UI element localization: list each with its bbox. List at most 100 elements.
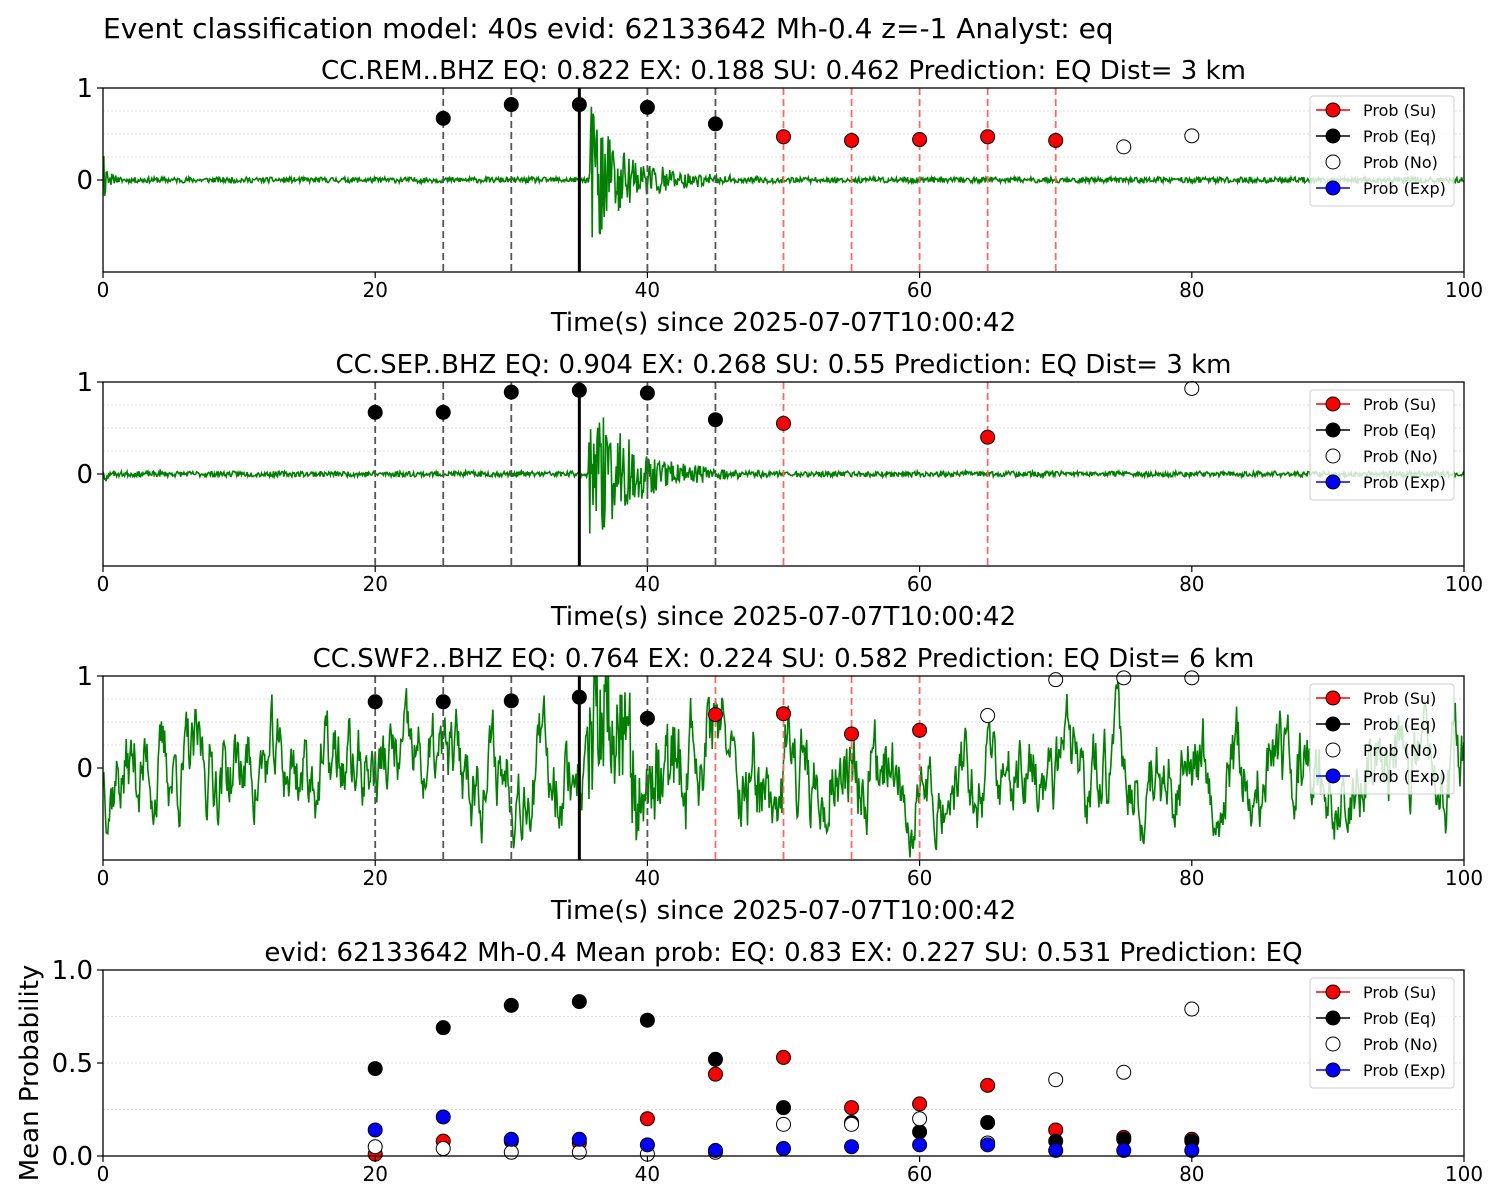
point-prob-no- <box>1184 380 1200 396</box>
x-tick-label: 60 <box>907 1162 932 1186</box>
point-prob-exp- <box>1048 1142 1064 1158</box>
x-tick-label: 80 <box>1179 866 1204 890</box>
legend-marker <box>1325 448 1341 464</box>
legend-label: Prob (Eq) <box>1363 127 1436 146</box>
legend-box <box>1309 977 1455 1089</box>
x-tick-label: 20 <box>362 1162 387 1186</box>
panel-title: CC.REM..BHZ EQ: 0.822 EX: 0.188 SU: 0.46… <box>321 56 1246 86</box>
point-prob-su- <box>776 129 791 145</box>
point-prob-exp- <box>776 1141 791 1157</box>
x-tick-label: 20 <box>362 278 387 302</box>
legend-marker <box>1325 716 1341 732</box>
x-axis-label: Time(s) since 2025-07-07T10:00:42 <box>550 896 1016 926</box>
point-prob-su- <box>639 1111 655 1127</box>
legend-marker <box>1325 102 1341 118</box>
legend-marker <box>1325 128 1341 144</box>
x-tick-label: 40 <box>635 1162 660 1186</box>
point-prob-no- <box>1048 1072 1064 1088</box>
legend-marker <box>1325 474 1341 490</box>
panel-title: CC.SEP..BHZ EQ: 0.904 EX: 0.268 SU: 0.55… <box>336 350 1232 380</box>
point-prob-exp- <box>980 1137 996 1153</box>
point-prob-exp- <box>571 1131 587 1147</box>
x-tick-label: 100 <box>1445 1162 1483 1186</box>
point-prob-no- <box>1184 670 1200 686</box>
point-prob-no- <box>912 1111 928 1127</box>
x-tick-label: 0 <box>97 278 110 302</box>
legend-marker <box>1325 422 1341 438</box>
point-prob-su- <box>980 429 996 445</box>
legend-label: Prob (Exp) <box>1363 767 1446 786</box>
point-prob-eq- <box>435 1020 451 1036</box>
legend-label: Prob (Eq) <box>1363 715 1436 734</box>
point-prob-su- <box>776 1049 791 1065</box>
x-tick-label: 100 <box>1445 866 1483 890</box>
legend-marker <box>1325 690 1341 706</box>
x-tick-label: 0 <box>97 1162 110 1186</box>
point-prob-eq- <box>639 385 655 401</box>
point-prob-eq- <box>503 693 519 709</box>
legend-marker <box>1325 154 1341 170</box>
x-tick-label: 40 <box>635 278 660 302</box>
y-tick-label: 1 <box>76 662 93 692</box>
point-prob-no- <box>776 1116 791 1132</box>
legend-label: Prob (Exp) <box>1363 473 1446 492</box>
point-prob-su- <box>844 132 860 148</box>
x-tick-label: 0 <box>97 572 110 596</box>
point-prob-eq- <box>912 1124 928 1140</box>
y-tick-label: 1.0 <box>52 956 93 986</box>
legend-box <box>1309 683 1455 795</box>
point-prob-exp- <box>435 1109 451 1125</box>
x-tick-label: 100 <box>1445 278 1483 302</box>
legend-marker <box>1325 984 1341 1000</box>
point-prob-eq- <box>571 382 587 398</box>
x-axis-label: Time(s) since 2025-07-07T10:00:42 <box>550 602 1016 632</box>
point-prob-no- <box>1184 128 1200 144</box>
point-prob-no- <box>571 1144 587 1160</box>
legend-label: Prob (Su) <box>1363 395 1436 414</box>
legend-marker <box>1325 1010 1341 1026</box>
legend-label: Prob (No) <box>1363 1035 1438 1054</box>
y-tick-label: 0.5 <box>52 1049 93 1079</box>
point-prob-eq- <box>776 1100 791 1116</box>
point-prob-su- <box>776 706 791 722</box>
point-prob-eq- <box>435 694 451 710</box>
point-prob-eq- <box>707 116 723 132</box>
x-tick-label: 40 <box>635 866 660 890</box>
x-tick-label: 80 <box>1179 572 1204 596</box>
point-prob-eq- <box>980 1115 996 1131</box>
point-prob-eq- <box>639 99 655 115</box>
legend-label: Prob (Eq) <box>1363 421 1436 440</box>
point-prob-su- <box>912 132 928 148</box>
x-tick-label: 80 <box>1179 278 1204 302</box>
panel-title: CC.SWF2..BHZ EQ: 0.764 EX: 0.224 SU: 0.5… <box>313 644 1255 674</box>
point-prob-eq- <box>571 689 587 705</box>
point-prob-no- <box>980 708 996 724</box>
panel-1 <box>97 87 1465 278</box>
point-prob-su- <box>980 129 996 145</box>
legend-marker <box>1325 396 1341 412</box>
legend-marker <box>1325 768 1341 784</box>
point-prob-eq- <box>367 1061 383 1077</box>
legend-label: Prob (No) <box>1363 153 1438 172</box>
point-prob-eq- <box>571 994 587 1010</box>
point-prob-exp- <box>1116 1142 1132 1158</box>
point-prob-eq- <box>435 110 451 126</box>
y-tick-label: 0 <box>76 754 93 784</box>
point-prob-su- <box>776 415 791 431</box>
legend-label: Prob (Exp) <box>1363 1061 1446 1080</box>
point-prob-exp- <box>639 1137 655 1153</box>
point-prob-eq- <box>639 710 655 726</box>
x-tick-label: 60 <box>907 572 932 596</box>
point-prob-no- <box>503 1144 519 1160</box>
point-prob-exp- <box>707 1142 723 1158</box>
point-prob-eq- <box>435 404 451 420</box>
panel-title: evid: 62133642 Mh-0.4 Mean prob: EQ: 0.8… <box>264 938 1302 968</box>
panel-4 <box>97 969 1465 1162</box>
point-prob-su- <box>707 1066 723 1082</box>
legend-marker <box>1325 1062 1341 1078</box>
legend-label: Prob (Su) <box>1363 101 1436 120</box>
point-prob-no- <box>1048 672 1064 688</box>
point-prob-exp- <box>844 1139 860 1155</box>
x-tick-label: 20 <box>362 866 387 890</box>
